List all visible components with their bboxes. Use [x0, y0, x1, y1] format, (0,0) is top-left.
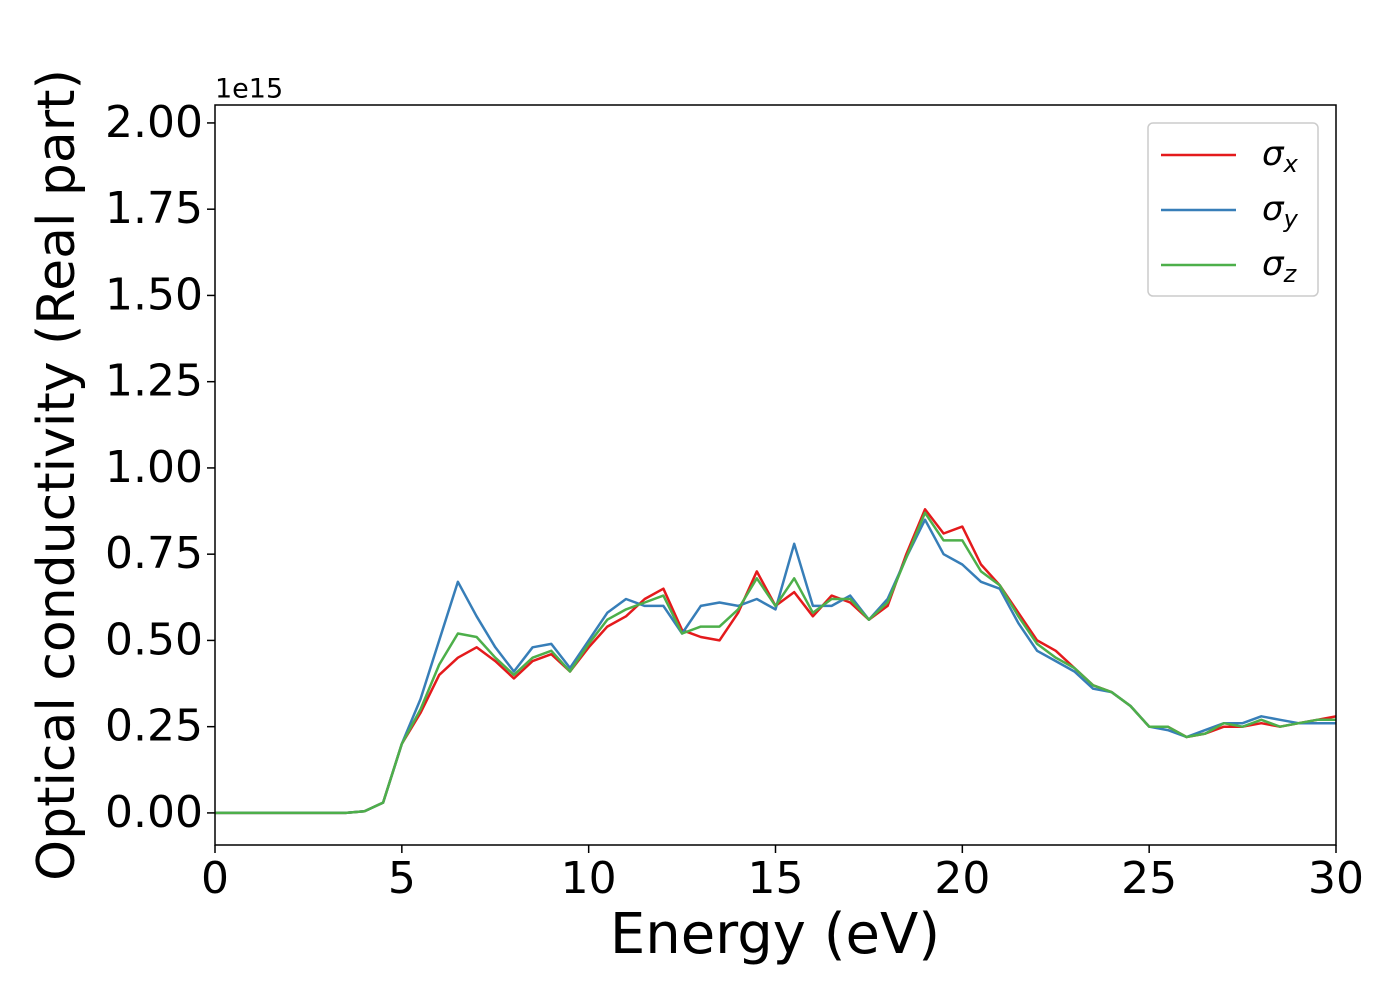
x-tick-label: 10 — [561, 853, 617, 904]
y-tick-label: 0.00 — [105, 787, 203, 838]
plot-frame — [214, 104, 1337, 846]
plot-lines — [215, 508, 1336, 815]
series-line — [215, 511, 1336, 815]
x-tick-label: 5 — [388, 853, 416, 904]
y-axis-label: Optical conductivity (Real part) — [27, 69, 87, 881]
x-tick-label: 30 — [1308, 853, 1364, 904]
legend-label: σz — [1262, 244, 1298, 289]
y-tick-label: 0.25 — [105, 701, 203, 752]
y-tick-label: 1.75 — [105, 183, 203, 234]
y-tick-label: 0.50 — [105, 614, 203, 665]
legend-label: σx — [1262, 134, 1299, 179]
x-tick-label: 25 — [1121, 853, 1177, 904]
y-offset-label: 1e15 — [215, 74, 283, 105]
legend-label: σy — [1262, 189, 1299, 234]
y-tick-label: 1.50 — [105, 269, 203, 320]
x-tick-label: 20 — [934, 853, 990, 904]
series-line — [215, 508, 1336, 815]
x-tick-label: 0 — [201, 853, 229, 904]
y-tick-label: 1.25 — [105, 356, 203, 407]
y-tick-label: 0.75 — [105, 528, 203, 579]
x-axis-label: Energy (eV) — [610, 902, 940, 967]
y-tick-label: 2.00 — [105, 97, 203, 148]
series-line — [215, 518, 1336, 815]
y-tick-label: 1.00 — [105, 442, 203, 493]
x-tick-label: 15 — [748, 853, 804, 904]
